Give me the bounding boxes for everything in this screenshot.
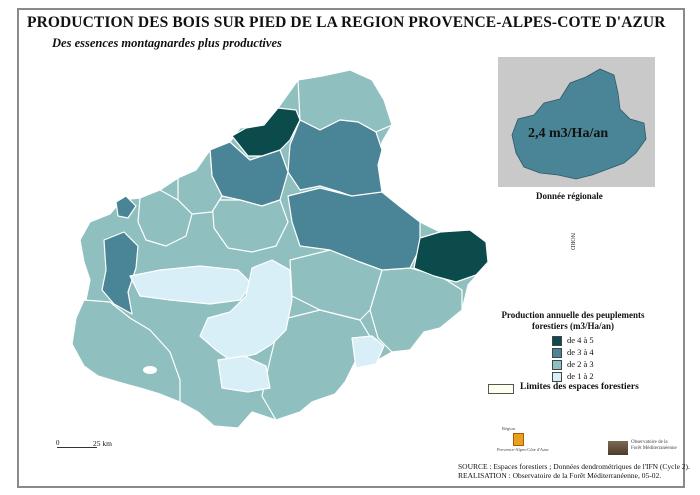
observatoire-logo-text: Observatoire de la Forêt Méditerranéenne: [631, 440, 677, 451]
regional-value: 2,4 m3/Ha/an: [528, 126, 609, 141]
zone-west-bdr: [71, 299, 181, 403]
map-subtitle: Des essences montagnardes plus productiv…: [52, 36, 282, 50]
zone-mercantour: [413, 229, 489, 283]
source-block: SOURCE : Espaces forestiers ; Données de…: [458, 462, 690, 480]
source-line: SOURCE : Espaces forestiers ; Données de…: [458, 462, 690, 471]
region-logo-subtext: Provence-Alpes-Côte d'Azur: [497, 447, 549, 452]
zone-enclave: [115, 195, 137, 219]
inset-region-shape: [511, 68, 647, 180]
zone-east-small: [351, 335, 385, 369]
zone-central-south: [217, 355, 271, 393]
legend-swatch: [552, 336, 562, 346]
north-arrow-label: NORD: [569, 233, 575, 251]
scale-bar: [57, 447, 97, 448]
region-logo-icon: [513, 433, 524, 446]
zone-vaucluse-west: [101, 231, 139, 315]
observatoire-logo-icon: [608, 441, 628, 455]
legend-title-line1: Production annuelle des peuplements: [501, 310, 645, 320]
zone-durance: [211, 199, 289, 253]
forest-limit-swatch: [488, 384, 514, 394]
region-logo-text: Région: [502, 426, 515, 431]
zone-baronnies: [137, 189, 193, 247]
legend-label: de 3 à 4: [567, 347, 594, 357]
legend-swatch: [552, 372, 562, 382]
regional-inset-map: [511, 68, 647, 180]
legend-swatch: [552, 348, 562, 358]
legend-label: de 4 à 5: [567, 335, 594, 345]
zone-alpes-sud: [287, 187, 421, 271]
realisation-line: REALISATION : Observatoire de la Forêt M…: [458, 471, 662, 480]
legend-label: de 2 à 3: [567, 359, 594, 369]
forest-limit-label: Limites des espaces forestiers: [520, 382, 639, 392]
map-title: PRODUCTION DES BOIS SUR PIED DE LA REGIO…: [27, 14, 666, 31]
legend-label: de 1 à 2: [567, 371, 594, 381]
etang-de-berre: [143, 366, 157, 374]
map-frame: [17, 8, 685, 488]
zone-ubaye: [287, 119, 383, 201]
legend-title-line2: forestiers (m3/Ha/an): [531, 321, 615, 331]
zone-luberon: [129, 265, 253, 305]
legend-swatch: [552, 360, 562, 370]
scale-label: 25 km: [93, 439, 112, 448]
legend-title: Production annuelle des peuplements fore…: [488, 310, 658, 332]
regional-caption: Donnée régionale: [536, 191, 603, 201]
scale-zero: 0: [56, 439, 60, 447]
zone-east-coast: [369, 267, 463, 353]
zone-briancon: [231, 107, 301, 157]
